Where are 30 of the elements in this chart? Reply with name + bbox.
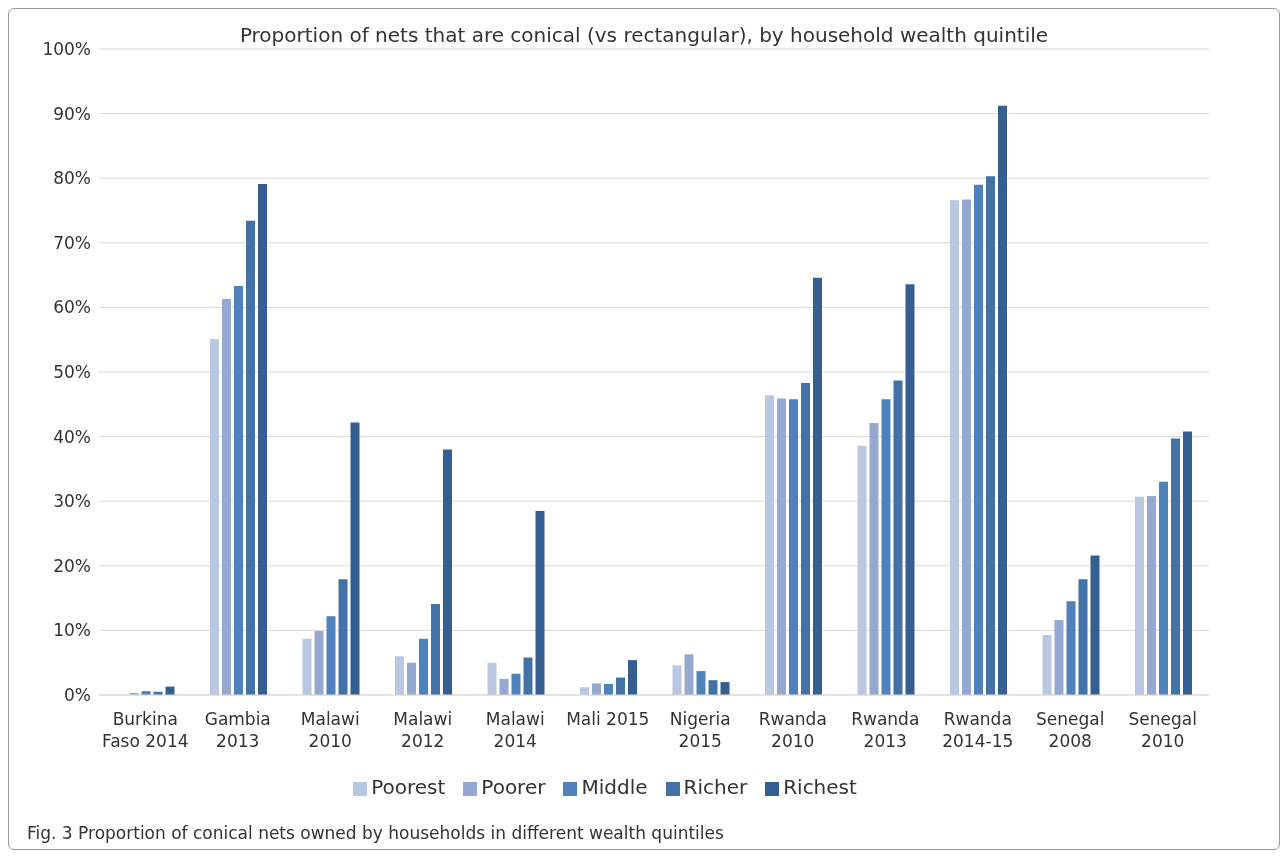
x-tick-label: Senegal 2008 [1036, 709, 1105, 751]
x-tick-label: Malawi 2012 [393, 709, 453, 751]
y-tick-label: 30% [53, 491, 91, 512]
y-tick-label: 10% [53, 620, 91, 641]
y-tick-label: 40% [53, 426, 91, 447]
chart-title: Proportion of nets that are conical (vs rectangular), by household wealth quintile [239, 23, 1049, 47]
legend-label: Richest [783, 775, 857, 799]
y-tick-label: 0% [64, 685, 91, 706]
x-tick-label: Rwanda 2013 [851, 709, 920, 751]
y-tick-label: 70% [53, 232, 91, 253]
y-tick-label: 80% [53, 168, 91, 189]
x-tick-label: Mali 2015 [566, 709, 650, 729]
caption: Fig. 3 Proportion of conical nets owned by households in different wealth quintiles [27, 823, 724, 843]
y-tick-label: 50% [53, 362, 91, 383]
legend-label: Poorer [481, 775, 546, 799]
x-tick-label: Malawi 2010 [300, 709, 360, 751]
x-tick-label: Burkina Faso 2014 [101, 709, 189, 751]
x-tick-label: Senegal 2010 [1128, 709, 1197, 751]
x-tick-label: Rwanda 2010 [758, 709, 827, 751]
legend-label: Middle [581, 775, 648, 799]
x-tick-label: Nigeria 2015 [669, 709, 731, 751]
y-tick-label: 100% [42, 39, 91, 60]
legend-label: Poorest [371, 775, 446, 799]
x-tick-label: Malawi 2014 [485, 709, 545, 751]
x-tick-label: Rwanda 2014-15 [942, 709, 1014, 751]
y-tick-label: 20% [53, 555, 91, 576]
x-tick-label: Gambia 2013 [204, 709, 271, 751]
y-tick-label: 60% [53, 297, 91, 318]
y-tick-label: 90% [53, 103, 91, 124]
legend-label: Richer [683, 775, 748, 799]
